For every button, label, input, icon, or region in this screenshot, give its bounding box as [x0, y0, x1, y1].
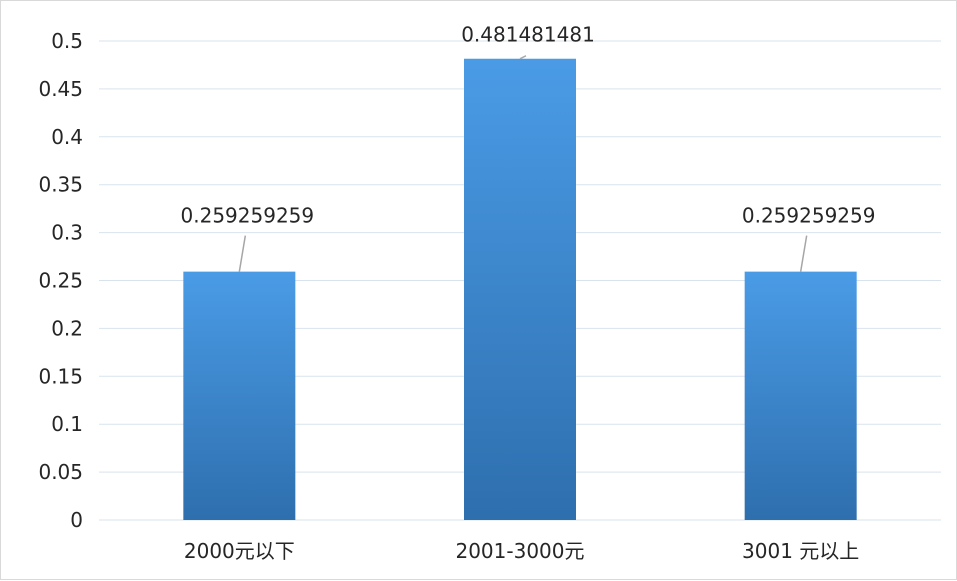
y-tick-label: 0.45 [38, 77, 83, 101]
x-category-label: 2000元以下 [184, 539, 295, 563]
bar [464, 58, 576, 520]
bar [183, 271, 296, 520]
y-tick-label: 0.05 [38, 460, 83, 484]
y-tick-label: 0.5 [51, 29, 83, 53]
bars [183, 58, 857, 520]
y-tick-label: 0.2 [51, 316, 83, 340]
data-label: 0.259259259 [742, 204, 876, 228]
data-label: 0.259259259 [181, 204, 315, 228]
y-tick-label: 0.4 [51, 125, 83, 149]
data-labels: 0.259259259 0.481481481 0.259259259 [181, 23, 876, 228]
y-tick-label: 0.3 [51, 221, 83, 245]
y-tick-label: 0.25 [38, 269, 83, 293]
y-tick-label: 0.35 [38, 173, 83, 197]
y-tick-label: 0.1 [51, 412, 83, 436]
bar [744, 271, 857, 520]
y-tick-label: 0.15 [38, 364, 83, 388]
data-label-leader [519, 55, 527, 60]
y-tick-label: 0 [70, 508, 83, 532]
x-category-label: 2001-3000元 [455, 539, 584, 563]
data-label-leader [799, 235, 808, 272]
y-axis-ticks: 0 0.05 0.1 0.15 0.2 0.25 0.3 0.35 0.4 0.45 0.5 [38, 29, 83, 532]
data-label: 0.481481481 [461, 23, 595, 47]
x-axis-categories: 2000元以下 2001-3000元 3001 元以上 [184, 539, 859, 563]
data-label-leader [238, 235, 247, 272]
x-category-label: 3001 元以上 [742, 539, 859, 563]
data-label-leaders [238, 55, 808, 272]
